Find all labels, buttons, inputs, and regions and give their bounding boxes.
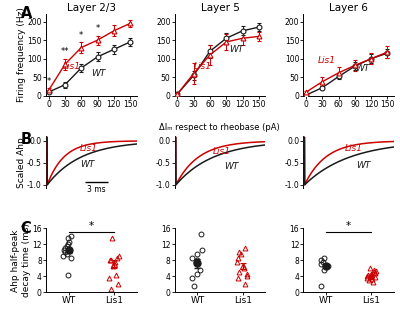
Text: ΔIₘ respect to rheobase (pA): ΔIₘ respect to rheobase (pA)	[159, 123, 280, 133]
Text: WT: WT	[224, 162, 238, 171]
Text: Lis1: Lis1	[345, 143, 363, 153]
Text: C: C	[21, 221, 31, 236]
Title: Layer 2/3: Layer 2/3	[67, 3, 116, 14]
Text: A: A	[21, 6, 32, 21]
Text: 3 ms: 3 ms	[87, 185, 106, 194]
Text: *: *	[46, 77, 51, 86]
Text: WT: WT	[355, 63, 369, 73]
Text: WT: WT	[229, 45, 243, 54]
Text: *: *	[346, 221, 351, 231]
Text: *: *	[89, 221, 94, 231]
Text: WT: WT	[80, 160, 94, 169]
Text: Lis1: Lis1	[62, 62, 80, 71]
Text: B: B	[21, 132, 32, 147]
Y-axis label: Scaled Ahp: Scaled Ahp	[16, 137, 26, 187]
Text: Lis1: Lis1	[318, 56, 336, 65]
Title: Layer 5: Layer 5	[200, 3, 240, 14]
Text: Lis1: Lis1	[80, 143, 98, 153]
Text: Lis1: Lis1	[194, 62, 212, 71]
Y-axis label: Ahp half-peak
decay time (ms): Ahp half-peak decay time (ms)	[12, 223, 31, 297]
Text: WT: WT	[356, 161, 371, 170]
Title: Layer 6: Layer 6	[329, 3, 368, 14]
Text: Lis1: Lis1	[212, 147, 230, 156]
Text: WT: WT	[91, 69, 106, 78]
Y-axis label: Firing frequency (Hz): Firing frequency (Hz)	[17, 8, 26, 102]
Text: **: **	[61, 47, 69, 57]
Text: *: *	[96, 24, 100, 33]
Text: *: *	[79, 31, 83, 40]
